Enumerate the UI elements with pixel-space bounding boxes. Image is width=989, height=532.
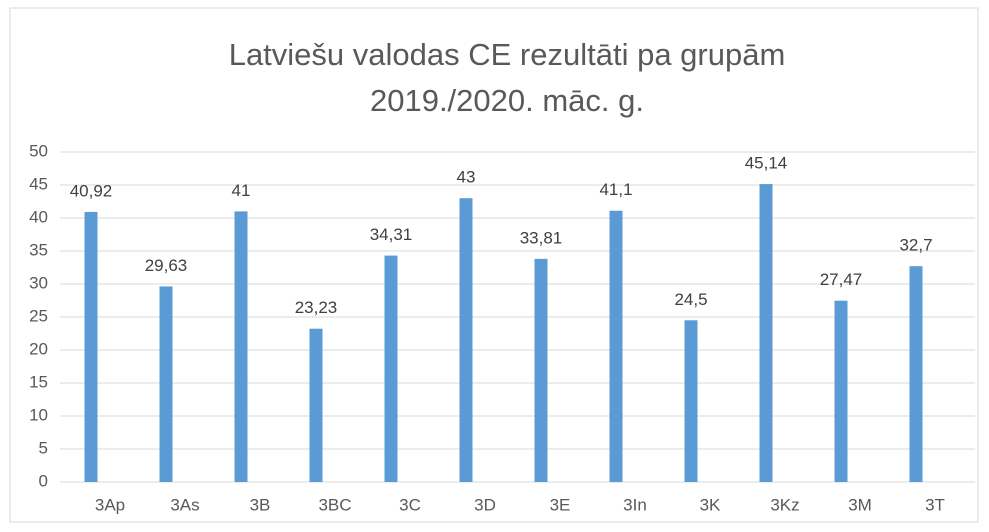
value-label: 40,92 [70,181,113,200]
chart-title: Latviešu valodas CE rezultāti pa grupām [229,37,786,72]
x-tick-label: 3As [170,495,199,514]
value-label: 34,31 [370,225,413,244]
y-tick-label: 0 [39,471,48,490]
bar [459,198,473,482]
bar [84,211,98,483]
x-tick-label: 3Kz [770,495,799,514]
y-tick-label: 45 [29,174,48,193]
bar [609,210,623,483]
value-label: 29,63 [145,256,188,275]
bar [684,320,698,482]
x-tick-label: 3C [399,495,421,514]
value-label: 43 [457,168,476,187]
value-label: 45,14 [745,154,788,173]
bar [159,286,173,482]
x-tick-label: 3D [474,495,496,514]
bar [534,258,548,482]
x-tick-label: 3T [925,495,945,514]
y-tick-label: 40 [29,207,48,226]
bar [309,328,323,482]
x-tick-label: 3E [550,495,571,514]
y-tick-label: 50 [29,141,48,160]
bar [834,300,848,482]
y-tick-label: 35 [29,240,48,259]
x-tick-label: 3In [623,495,647,514]
value-label: 27,47 [820,270,863,289]
y-tick-label: 5 [39,438,48,457]
x-tick-label: 3K [700,495,721,514]
y-tick-label: 20 [29,339,48,358]
bar [759,184,773,483]
y-tick-label: 30 [29,273,48,292]
x-tick-label: 3B [250,495,271,514]
chart-subtitle: 2019./2020. māc. g. [370,83,644,118]
x-tick-label: 3M [848,495,872,514]
value-label: 41,1 [599,180,632,199]
y-tick-label: 10 [29,405,48,424]
value-label: 32,7 [899,236,932,255]
y-tick-label: 15 [29,372,48,391]
value-label: 41 [232,181,251,200]
bar [234,211,248,482]
x-tick-label: 3Ap [95,495,125,514]
value-label: 24,5 [674,290,707,309]
bar [384,255,398,482]
value-label: 33,81 [520,228,563,247]
y-tick-label: 25 [29,306,48,325]
x-tick-label: 3BC [318,495,351,514]
value-label: 23,23 [295,298,338,317]
bar [909,266,923,482]
